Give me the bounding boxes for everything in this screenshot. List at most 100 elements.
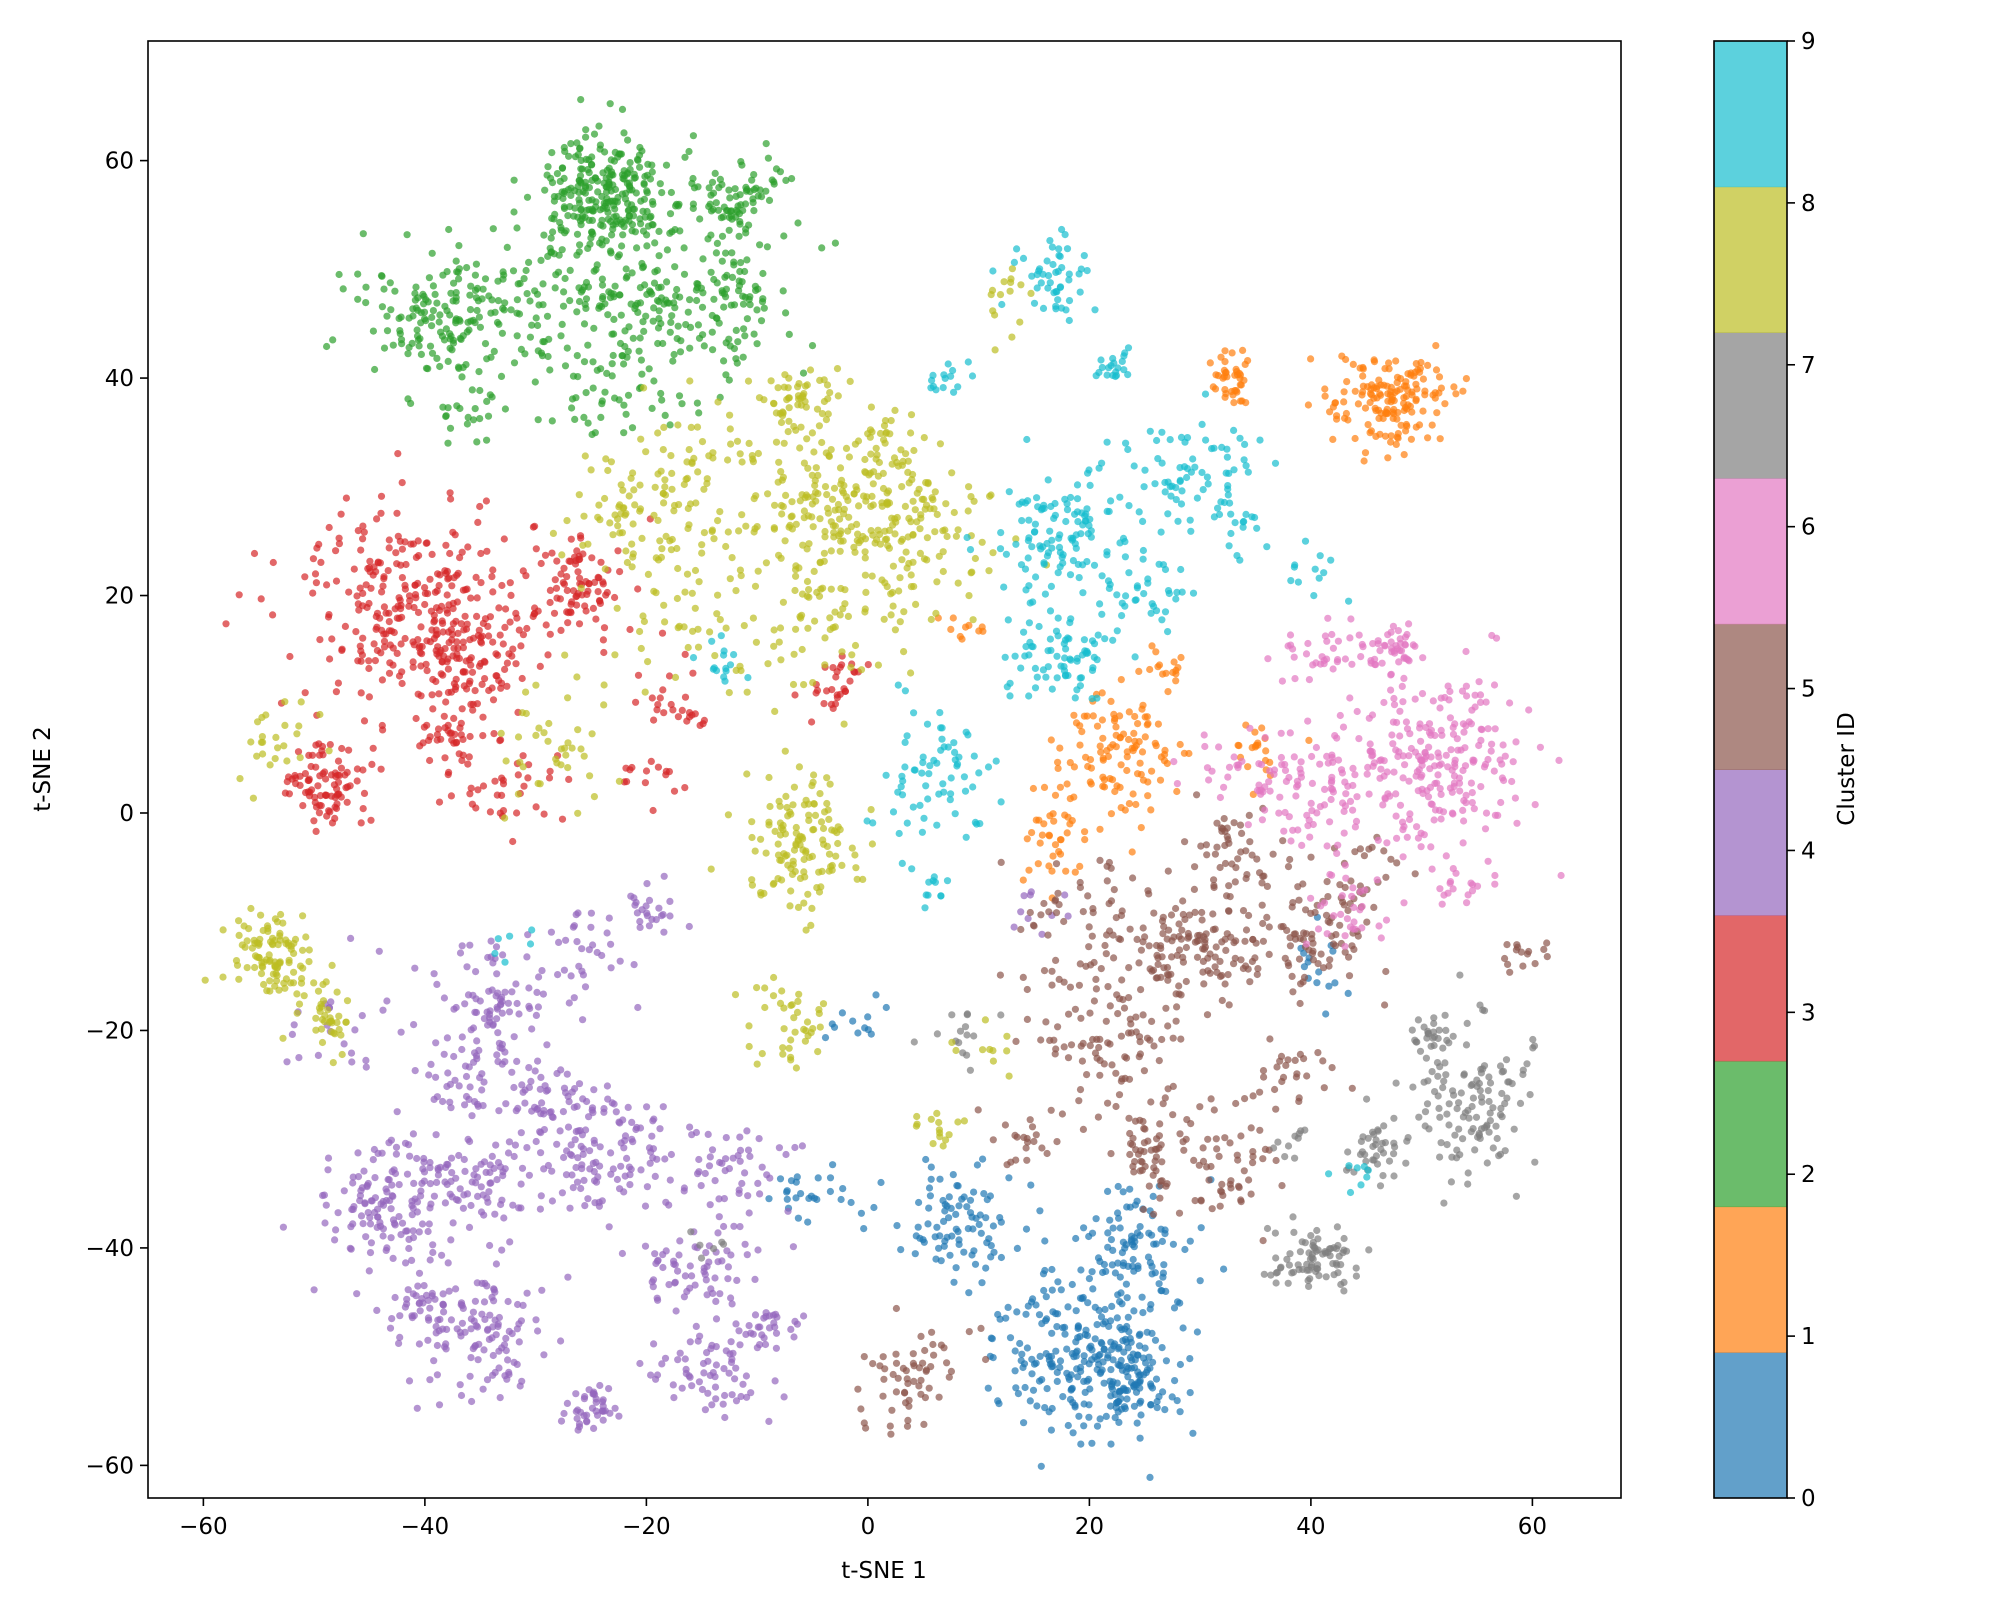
point-cluster-2 bbox=[637, 197, 645, 205]
point-cluster-6 bbox=[1424, 793, 1433, 801]
point-cluster-1 bbox=[1170, 658, 1178, 666]
point-cluster-0 bbox=[1053, 1377, 1061, 1385]
point-cluster-0 bbox=[1083, 1332, 1091, 1340]
point-cluster-3 bbox=[436, 571, 444, 579]
point-cluster-2 bbox=[831, 239, 840, 247]
point-cluster-5 bbox=[886, 1422, 894, 1430]
point-cluster-2 bbox=[677, 337, 685, 345]
point-cluster-0 bbox=[915, 1198, 923, 1207]
point-cluster-1 bbox=[1112, 743, 1120, 751]
point-cluster-3 bbox=[359, 522, 367, 530]
point-cluster-3 bbox=[532, 545, 540, 553]
point-cluster-4 bbox=[745, 1209, 753, 1217]
point-cluster-0 bbox=[960, 1248, 968, 1256]
point-cluster-0 bbox=[1114, 1291, 1122, 1299]
point-cluster-1 bbox=[1359, 365, 1367, 373]
point-cluster-2 bbox=[648, 168, 656, 176]
point-cluster-4 bbox=[430, 1192, 438, 1200]
point-cluster-4 bbox=[723, 1247, 731, 1255]
point-cluster-4 bbox=[535, 973, 543, 981]
point-cluster-3 bbox=[583, 590, 591, 599]
point-cluster-0 bbox=[1022, 1225, 1031, 1233]
point-cluster-8 bbox=[257, 911, 265, 919]
point-cluster-5 bbox=[1064, 1054, 1073, 1062]
point-cluster-3 bbox=[448, 582, 456, 590]
point-cluster-0 bbox=[1102, 1267, 1110, 1275]
point-cluster-3 bbox=[328, 819, 337, 827]
point-cluster-0 bbox=[1134, 1368, 1142, 1376]
point-cluster-5 bbox=[915, 1382, 923, 1390]
point-cluster-2 bbox=[605, 179, 613, 187]
point-cluster-3 bbox=[414, 608, 423, 617]
point-cluster-1 bbox=[1106, 743, 1114, 752]
point-cluster-4 bbox=[539, 990, 548, 998]
point-cluster-0 bbox=[1038, 1320, 1046, 1328]
point-cluster-5 bbox=[1319, 1057, 1327, 1065]
point-cluster-5 bbox=[1218, 1180, 1226, 1188]
point-cluster-0 bbox=[839, 1185, 847, 1193]
point-cluster-4 bbox=[505, 1138, 513, 1146]
point-cluster-4 bbox=[452, 1196, 461, 1204]
point-cluster-4 bbox=[743, 1393, 751, 1401]
point-cluster-2 bbox=[428, 249, 436, 257]
point-cluster-4 bbox=[580, 1176, 588, 1184]
point-cluster-0 bbox=[1114, 1182, 1122, 1191]
point-cluster-6 bbox=[1349, 884, 1357, 892]
point-cluster-4 bbox=[404, 1286, 412, 1294]
point-cluster-1 bbox=[1038, 831, 1046, 839]
point-cluster-2 bbox=[619, 218, 627, 226]
point-cluster-4 bbox=[478, 1086, 486, 1094]
point-cluster-2 bbox=[632, 302, 640, 310]
point-cluster-6 bbox=[1293, 783, 1301, 791]
point-cluster-6 bbox=[1387, 638, 1395, 646]
point-cluster-5 bbox=[1259, 1237, 1267, 1245]
point-cluster-2 bbox=[578, 215, 586, 223]
point-cluster-0 bbox=[1123, 1322, 1131, 1331]
point-cluster-1 bbox=[1057, 836, 1065, 844]
point-cluster-0 bbox=[1121, 1405, 1129, 1413]
point-cluster-1 bbox=[1424, 361, 1432, 369]
point-cluster-4 bbox=[699, 1359, 708, 1368]
point-cluster-2 bbox=[545, 335, 553, 343]
point-cluster-0 bbox=[1005, 1174, 1013, 1182]
point-cluster-1 bbox=[1413, 385, 1421, 393]
point-cluster-1 bbox=[1351, 434, 1359, 443]
point-cluster-2 bbox=[558, 164, 567, 172]
point-cluster-0 bbox=[1186, 1389, 1194, 1397]
point-cluster-4 bbox=[354, 1149, 362, 1157]
point-cluster-4 bbox=[523, 1289, 531, 1297]
point-cluster-2 bbox=[650, 377, 658, 385]
point-cluster-6 bbox=[1389, 740, 1397, 748]
point-cluster-6 bbox=[1501, 752, 1509, 760]
point-cluster-6 bbox=[1399, 818, 1407, 826]
point-cluster-2 bbox=[570, 212, 578, 220]
point-cluster-5 bbox=[1162, 1182, 1170, 1190]
point-cluster-7 bbox=[1496, 1111, 1505, 1119]
point-cluster-2 bbox=[663, 278, 671, 286]
point-cluster-7 bbox=[1314, 1246, 1322, 1254]
point-cluster-4 bbox=[365, 1267, 373, 1275]
point-cluster-3 bbox=[391, 605, 399, 613]
point-cluster-6 bbox=[1255, 760, 1263, 768]
point-cluster-6 bbox=[1328, 753, 1336, 762]
point-cluster-0 bbox=[797, 1190, 805, 1198]
point-cluster-5 bbox=[1328, 1064, 1336, 1072]
point-cluster-4 bbox=[791, 1317, 799, 1325]
point-cluster-6 bbox=[1328, 630, 1336, 639]
point-cluster-2 bbox=[640, 180, 648, 189]
point-cluster-1 bbox=[1421, 387, 1429, 395]
point-cluster-4 bbox=[478, 1070, 486, 1078]
point-cluster-5 bbox=[1130, 1168, 1138, 1176]
point-cluster-4 bbox=[701, 1406, 710, 1414]
point-cluster-0 bbox=[870, 1203, 878, 1212]
point-cluster-4 bbox=[354, 1173, 363, 1181]
point-cluster-0 bbox=[1057, 1286, 1065, 1294]
point-cluster-4 bbox=[714, 1229, 722, 1237]
point-cluster-5 bbox=[1211, 963, 1219, 971]
point-cluster-0 bbox=[1042, 1293, 1050, 1301]
point-cluster-2 bbox=[688, 179, 696, 187]
point-cluster-0 bbox=[1143, 1366, 1152, 1374]
point-cluster-0 bbox=[1114, 1408, 1122, 1416]
point-cluster-6 bbox=[1327, 779, 1335, 787]
point-cluster-6 bbox=[1457, 746, 1465, 754]
